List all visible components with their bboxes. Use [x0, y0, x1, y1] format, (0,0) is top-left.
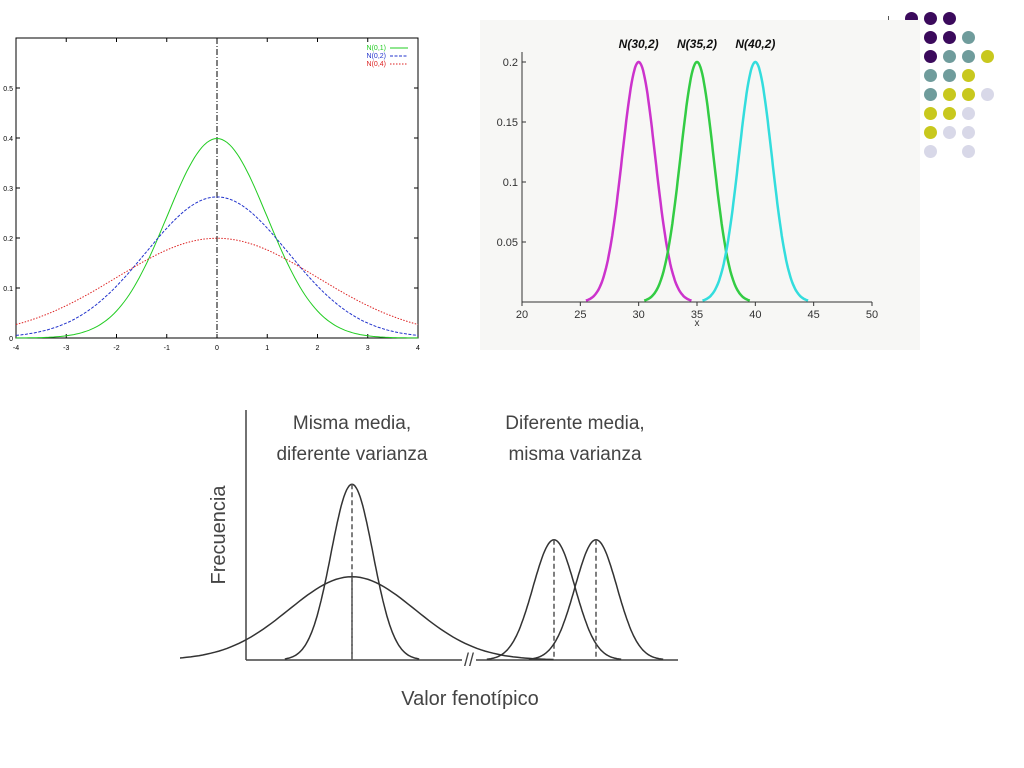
y-tick-label: 0.1 — [3, 286, 13, 293]
x-tick-label: -2 — [113, 345, 119, 352]
decor-dot — [962, 31, 975, 44]
series-line-N(0,4) — [15, 237, 419, 325]
decor-dot — [962, 50, 975, 63]
x-tick-label: 40 — [749, 309, 761, 321]
x-tick-label: 2 — [316, 345, 320, 352]
chart-2-background — [480, 20, 920, 350]
decor-dot — [943, 31, 956, 44]
y-tick-label: 0.5 — [3, 86, 13, 93]
x-tick-label: -3 — [63, 345, 69, 352]
decor-dot — [924, 107, 937, 120]
group-label-line1: Misma media, — [293, 413, 411, 434]
x-tick-label: 45 — [808, 309, 820, 321]
y-tick-label: 0.3 — [3, 186, 13, 193]
decor-dot — [924, 12, 937, 25]
legend-label: N(0,2) — [367, 53, 386, 60]
decor-dot — [981, 50, 994, 63]
legend-label: N(0,1) — [367, 45, 386, 52]
x-tick-label: -1 — [164, 345, 170, 352]
chart-2-svg: 20 25 30 35 40 45 50 x 0.05 0.1 0.15 0.2 N(30,2) N(35… — [480, 20, 920, 350]
series-label: N(40,2) — [735, 37, 775, 51]
decor-dot — [924, 126, 937, 139]
y-tick-label: 0 — [9, 336, 13, 343]
x-tick-label: 4 — [416, 345, 420, 352]
y-tick-label: 0.2 — [503, 57, 518, 69]
y-tick-label: 0.2 — [3, 236, 13, 243]
x-tick-label: 20 — [516, 309, 528, 321]
decor-dot — [962, 107, 975, 120]
series-line-N(0,1) — [16, 137, 418, 339]
decor-dot — [962, 69, 975, 82]
decor-dot — [924, 145, 937, 158]
chart-1-svg: -4 -3 -2 -1 0 1 2 3 4 0 0.1 0.2 0.3 0.4 0.5 N(0,1)N(0,2… — [3, 37, 420, 352]
x-tick-label: 30 — [633, 309, 645, 321]
group-label-line2: diferente varianza — [276, 444, 427, 465]
decor-dot — [943, 12, 956, 25]
series-line-N(35,2) — [643, 60, 751, 302]
y-tick-label: 0.1 — [503, 177, 518, 189]
decor-dot — [943, 88, 956, 101]
decor-dot — [962, 126, 975, 139]
chart-normal-varying-mean: 20 25 30 35 40 45 50 x 0.05 0.1 0.15 0.2 N(30,2) N(35… — [480, 20, 920, 350]
chart-3-svg: // Frecuencia Valor fenotípico Misma media,… — [150, 410, 678, 710]
series-line-N(30,2) — [585, 60, 692, 302]
group-label-line1: Diferente media, — [505, 413, 644, 434]
group-label-line2: misma varianza — [508, 444, 641, 465]
x-axis-label: x — [695, 318, 700, 329]
decor-dot — [962, 88, 975, 101]
y-axis-label: Frecuencia — [208, 485, 230, 585]
decor-dot — [924, 31, 937, 44]
decor-dot — [924, 69, 937, 82]
x-axis-label: Valor fenotípico — [401, 688, 539, 710]
x-tick-label: 0 — [215, 345, 219, 352]
x-tick-label: 25 — [574, 309, 586, 321]
axis-break: // — [464, 650, 474, 670]
decor-dot — [943, 69, 956, 82]
series-line-N(40,2) — [702, 60, 809, 302]
decor-dot — [924, 88, 937, 101]
chart-normal-varying-variance: -4 -3 -2 -1 0 1 2 3 4 0 0.1 0.2 0.3 0.4 0.5 N(0,1) N(0,2… — [0, 20, 430, 360]
x-tick-label: -4 — [13, 345, 19, 352]
x-tick-label: 3 — [366, 345, 370, 352]
decor-dot — [924, 50, 937, 63]
x-tick-label: 35 — [691, 309, 703, 321]
decor-dot — [943, 50, 956, 63]
chart-phenotypic-distribution: // Frecuencia Valor fenotípico Misma media,… — [150, 385, 700, 715]
decor-dot — [943, 126, 956, 139]
series-label: N(35,2) — [677, 37, 717, 51]
x-tick-label: 1 — [265, 345, 269, 352]
decor-dot — [962, 145, 975, 158]
x-tick-label: 50 — [866, 309, 878, 321]
legend-label: N(0,4) — [367, 61, 386, 68]
series-label: N(30,2) — [619, 37, 659, 51]
decor-dot — [943, 107, 956, 120]
y-tick-label: 0.15 — [497, 117, 518, 129]
decorative-dot-grid — [905, 12, 1015, 162]
series-line-N(0,2) — [15, 196, 419, 336]
decor-dot — [981, 88, 994, 101]
y-tick-label: 0.05 — [497, 237, 518, 249]
y-tick-label: 0.4 — [3, 136, 13, 143]
distribution-curve — [150, 576, 554, 661]
